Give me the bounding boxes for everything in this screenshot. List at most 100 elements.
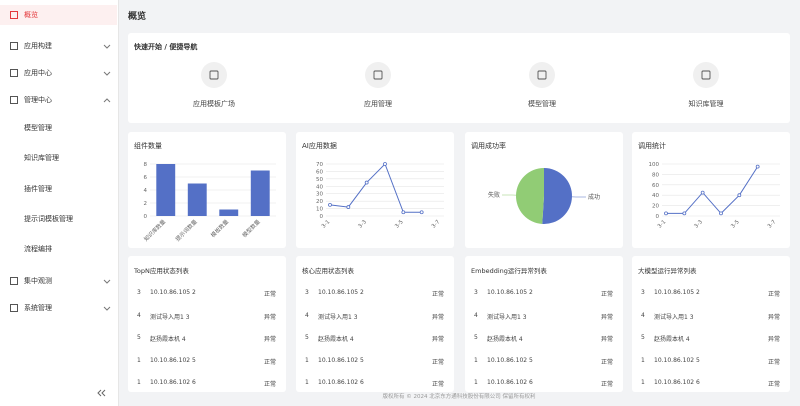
chevron-line xyxy=(103,71,111,76)
cell-index: 5 xyxy=(474,334,478,341)
chevron[interactable] xyxy=(103,96,111,104)
menu-item[interactable]: 概览 xyxy=(24,11,38,19)
menu-icon xyxy=(10,304,18,312)
cell-name: 10.10.86.102 5 xyxy=(654,356,700,364)
cell-index: 3 xyxy=(137,289,141,296)
chart-title: AI应用数据 xyxy=(302,142,337,150)
chart-title: 组件数量 xyxy=(134,142,162,150)
y-tick-label: 0 xyxy=(656,214,660,220)
table-card: 大模型运行异常列表 3 10.10.86.105 2 正常 4 测试导入用1 3 异常 5 赵扬… xyxy=(632,256,790,392)
nav-icon[interactable] xyxy=(364,61,392,89)
nav-icon[interactable] xyxy=(200,61,228,89)
bar xyxy=(250,170,270,216)
cell-name: 测试导入用1 3 xyxy=(487,313,527,321)
icon-glyph xyxy=(209,70,219,80)
submenu-item[interactable]: 模型管理 xyxy=(24,124,52,132)
menu-item[interactable]: 应用构建 xyxy=(24,42,52,50)
y-tick-label: 70 xyxy=(316,162,323,168)
cell-status: 正常 xyxy=(263,291,276,298)
cell-index: 1 xyxy=(137,379,141,386)
cell-status: 异常 xyxy=(431,313,444,321)
menu-item[interactable]: 管理中心 xyxy=(24,96,52,104)
cell-status: 异常 xyxy=(600,336,613,343)
collapse-icon[interactable] xyxy=(0,385,118,401)
cell-name: 10.10.86.105 2 xyxy=(318,289,364,296)
submenu-item[interactable]: 插件管理 xyxy=(24,185,52,193)
cell-index: 1 xyxy=(474,356,478,364)
chevron-line xyxy=(103,98,111,103)
menu-icon xyxy=(10,69,18,77)
nav-label[interactable]: 应用模板广场 xyxy=(193,100,235,108)
cell-name: 赵扬霞本机 4 xyxy=(150,336,186,343)
x-tick-label: 3-3 xyxy=(357,219,368,230)
cell-index: 5 xyxy=(137,334,141,341)
chevron[interactable] xyxy=(103,304,111,312)
cell-status: 异常 xyxy=(263,313,276,321)
table-card: TopN应用状态列表 3 10.10.86.105 2 正常 4 测试导入用1 3 异常 5 赵… xyxy=(128,256,286,392)
table-card: Embedding运行异常列表 3 10.10.86.105 2 正常 4 测试导入用1 … xyxy=(465,256,623,392)
cell-status: 正常 xyxy=(767,381,780,388)
menu-item[interactable]: 应用中心 xyxy=(24,69,52,77)
cell-name: 测试导入用1 3 xyxy=(318,313,358,321)
cell-status: 正常 xyxy=(263,381,276,388)
submenu-item[interactable]: 知识库管理 xyxy=(24,154,59,162)
point xyxy=(419,210,424,215)
chart-card: 调用统计 0 20 40 60 80 100 3-1 3-3 3-5 3-7 xyxy=(632,132,790,248)
cell-name: 10.10.86.102 5 xyxy=(150,356,196,364)
chart: 0 2 4 6 8 知识库数量 提示词数量 模板数量 模型数量 xyxy=(142,162,276,243)
cell-status: 正常 xyxy=(431,381,444,388)
chevron[interactable] xyxy=(103,42,111,50)
line xyxy=(329,163,422,213)
chart-card: AI应用数据 0 10 20 30 40 50 60 70 3-1 3-3 3-5 3-7 xyxy=(296,132,454,248)
cell-index: 4 xyxy=(641,311,645,319)
chevron-line xyxy=(103,279,111,284)
y-tick-label: 40 xyxy=(316,184,323,190)
cell-name: 赵扬霞本机 4 xyxy=(487,336,523,343)
x-tick-label: 3-3 xyxy=(693,219,704,230)
y-tick-label: 60 xyxy=(316,169,323,175)
x-tick-label: 3-7 xyxy=(431,219,442,230)
nav-icon[interactable] xyxy=(528,61,556,89)
y-tick-label: 2 xyxy=(144,201,148,207)
chevron[interactable] xyxy=(103,69,111,77)
y-tick-label: 50 xyxy=(316,177,323,183)
point xyxy=(401,210,406,215)
y-tick-label: 10 xyxy=(316,207,323,213)
nav-icon[interactable] xyxy=(692,61,720,89)
submenu-item[interactable]: 提示词模板管理 xyxy=(24,215,73,223)
x-tick-label: 3-1 xyxy=(321,219,332,230)
nav-label[interactable]: 知识库管理 xyxy=(688,100,724,108)
pie-slice xyxy=(516,168,544,224)
cell-index: 1 xyxy=(474,379,478,386)
y-tick-label: 4 xyxy=(144,188,148,194)
point xyxy=(755,164,760,169)
y-tick-label: 8 xyxy=(144,162,148,168)
icon-glyph xyxy=(537,70,547,80)
y-tick-label: 0 xyxy=(320,214,324,220)
chart: 成功 失败 xyxy=(488,168,600,224)
cell-name: 10.10.86.102 6 xyxy=(654,379,700,386)
cell-status: 异常 xyxy=(767,336,780,343)
menu-icon xyxy=(10,277,18,285)
icon-bg xyxy=(201,62,227,88)
menu-item[interactable]: 系统管理 xyxy=(24,304,52,312)
footer: 版权所有 © 2024 北京东方通科技股份有限公司 保留所有权利 xyxy=(382,394,536,400)
submenu-item[interactable]: 流程编排 xyxy=(24,245,52,253)
point xyxy=(328,202,332,207)
cell-name: 测试导入用1 3 xyxy=(150,313,190,321)
cell-index: 4 xyxy=(137,311,141,319)
menu-icon xyxy=(10,42,18,50)
nav-label[interactable]: 应用管理 xyxy=(364,100,392,108)
x-tick-label: 3-5 xyxy=(394,219,405,230)
menu-item[interactable]: 集中观测 xyxy=(24,277,52,285)
nav-label[interactable]: 模型管理 xyxy=(528,100,556,108)
cell-name: 赵扬霞本机 4 xyxy=(654,336,690,343)
chevron[interactable] xyxy=(103,277,111,285)
y-tick-label: 6 xyxy=(144,175,148,181)
x-tick-label: 3-1 xyxy=(657,219,668,230)
icon-shape xyxy=(10,277,18,285)
chart: 0 20 40 60 80 100 3-1 3-3 3-5 3-7 xyxy=(649,162,780,230)
page-title: 概览 xyxy=(128,12,147,22)
icon-glyph xyxy=(701,70,711,80)
